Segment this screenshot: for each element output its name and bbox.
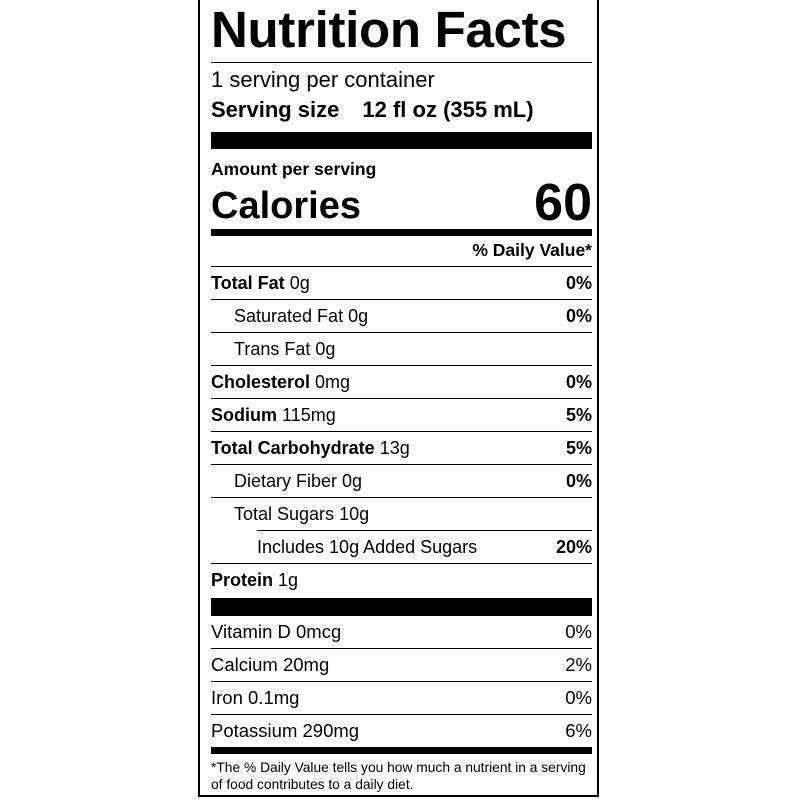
vitamin-text: Vitamin D 0mcg (211, 621, 342, 642)
nutrient-row-dietary-fiber: Dietary Fiber 0g 0% (211, 464, 592, 497)
nutrient-amount: 1g (278, 569, 299, 590)
nutrient-dv: 5% (565, 437, 592, 458)
nutrient-amount: 0g (348, 305, 369, 326)
nutrient-dv: 20% (555, 536, 592, 557)
nutrient-row-protein: Protein 1g (211, 563, 592, 596)
label-title: Nutrition Facts (211, 1, 567, 58)
nutrient-dv: 0% (565, 470, 592, 491)
divider (211, 62, 592, 63)
calories-label: Calories (211, 185, 361, 227)
nutrition-facts-label: Nutrition Facts 1 serving per container … (198, 0, 599, 797)
nutrient-name: Dietary Fiber (234, 470, 338, 491)
calories-value: 60 (534, 174, 592, 232)
nutrient-amount: 115mg (282, 404, 336, 425)
nutrient-name: Sodium (211, 404, 277, 425)
vitamin-dv: 0% (565, 621, 592, 642)
medium-divider (211, 747, 592, 754)
nutrient-amount: 0mg (315, 371, 351, 392)
serving-size-value: 12 fl oz (355 mL) (362, 97, 534, 122)
nutrient-name: Includes 10g Added Sugars (257, 536, 478, 557)
nutrient-row-added-sugars: Includes 10g Added Sugars 20% (257, 530, 592, 563)
vitamin-row-calcium: Calcium 20mg 2% (211, 648, 592, 681)
nutrient-row-total-sugars: Total Sugars 10g (211, 497, 592, 530)
nutrient-dv: 0% (565, 305, 592, 326)
nutrient-name: Total Fat (211, 272, 285, 293)
amount-per-serving: Amount per serving (211, 159, 377, 179)
vitamin-row-vitamin-d: Vitamin D 0mcg 0% (211, 616, 592, 648)
nutrient-amount: 0g (342, 470, 363, 491)
nutrient-name: Total Carbohydrate (211, 437, 375, 458)
vitamin-dv: 0% (565, 687, 592, 708)
servings-per-container: 1 serving per container (211, 67, 435, 92)
nutrient-name: Cholesterol (211, 371, 311, 392)
vitamin-text: Iron 0.1mg (211, 687, 300, 708)
thick-divider (211, 132, 592, 149)
daily-value-header: % Daily Value* (472, 240, 592, 260)
nutrient-amount: 0g (315, 338, 336, 359)
nutrient-row-cholesterol: Cholesterol 0mg 0% (211, 365, 592, 398)
nutrient-amount: 0g (289, 272, 310, 293)
vitamin-row-potassium: Potassium 290mg 6% (211, 714, 592, 747)
thick-divider (211, 598, 592, 616)
nutrient-row-total-fat: Total Fat 0g 0% (211, 266, 592, 299)
vitamin-dv: 2% (565, 654, 592, 675)
nutrient-name: Protein (211, 569, 274, 590)
nutrient-dv: 5% (565, 404, 592, 425)
serving-size-label: Serving size (211, 97, 340, 122)
nutrient-dv: 0% (565, 272, 592, 293)
vitamin-row-iron: Iron 0.1mg 0% (211, 681, 592, 714)
medium-divider (211, 229, 592, 236)
nutrient-name: Saturated Fat (234, 305, 344, 326)
serving-size: Serving size 12 fl oz (355 mL) (211, 96, 592, 126)
nutrient-name: Total Sugars (234, 503, 335, 524)
nutrient-amount: 10g (339, 503, 370, 524)
vitamin-dv: 6% (565, 720, 592, 741)
nutrient-row-sodium: Sodium 115mg 5% (211, 398, 592, 431)
nutrient-dv: 0% (565, 371, 592, 392)
nutrient-amount: 13g (379, 437, 410, 458)
nutrient-name: Trans Fat (234, 338, 311, 359)
vitamin-text: Potassium 290mg (211, 720, 360, 741)
footnote: *The % Daily Value tells you how much a … (211, 760, 586, 792)
nutrient-row-total-carbohydrate: Total Carbohydrate 13g 5% (211, 431, 592, 464)
nutrient-row-trans-fat: Trans Fat 0g (211, 332, 592, 365)
calories-row: Calories 60 (211, 174, 592, 232)
nutrient-row-saturated-fat: Saturated Fat 0g 0% (211, 299, 592, 332)
vitamin-text: Calcium 20mg (211, 654, 330, 675)
